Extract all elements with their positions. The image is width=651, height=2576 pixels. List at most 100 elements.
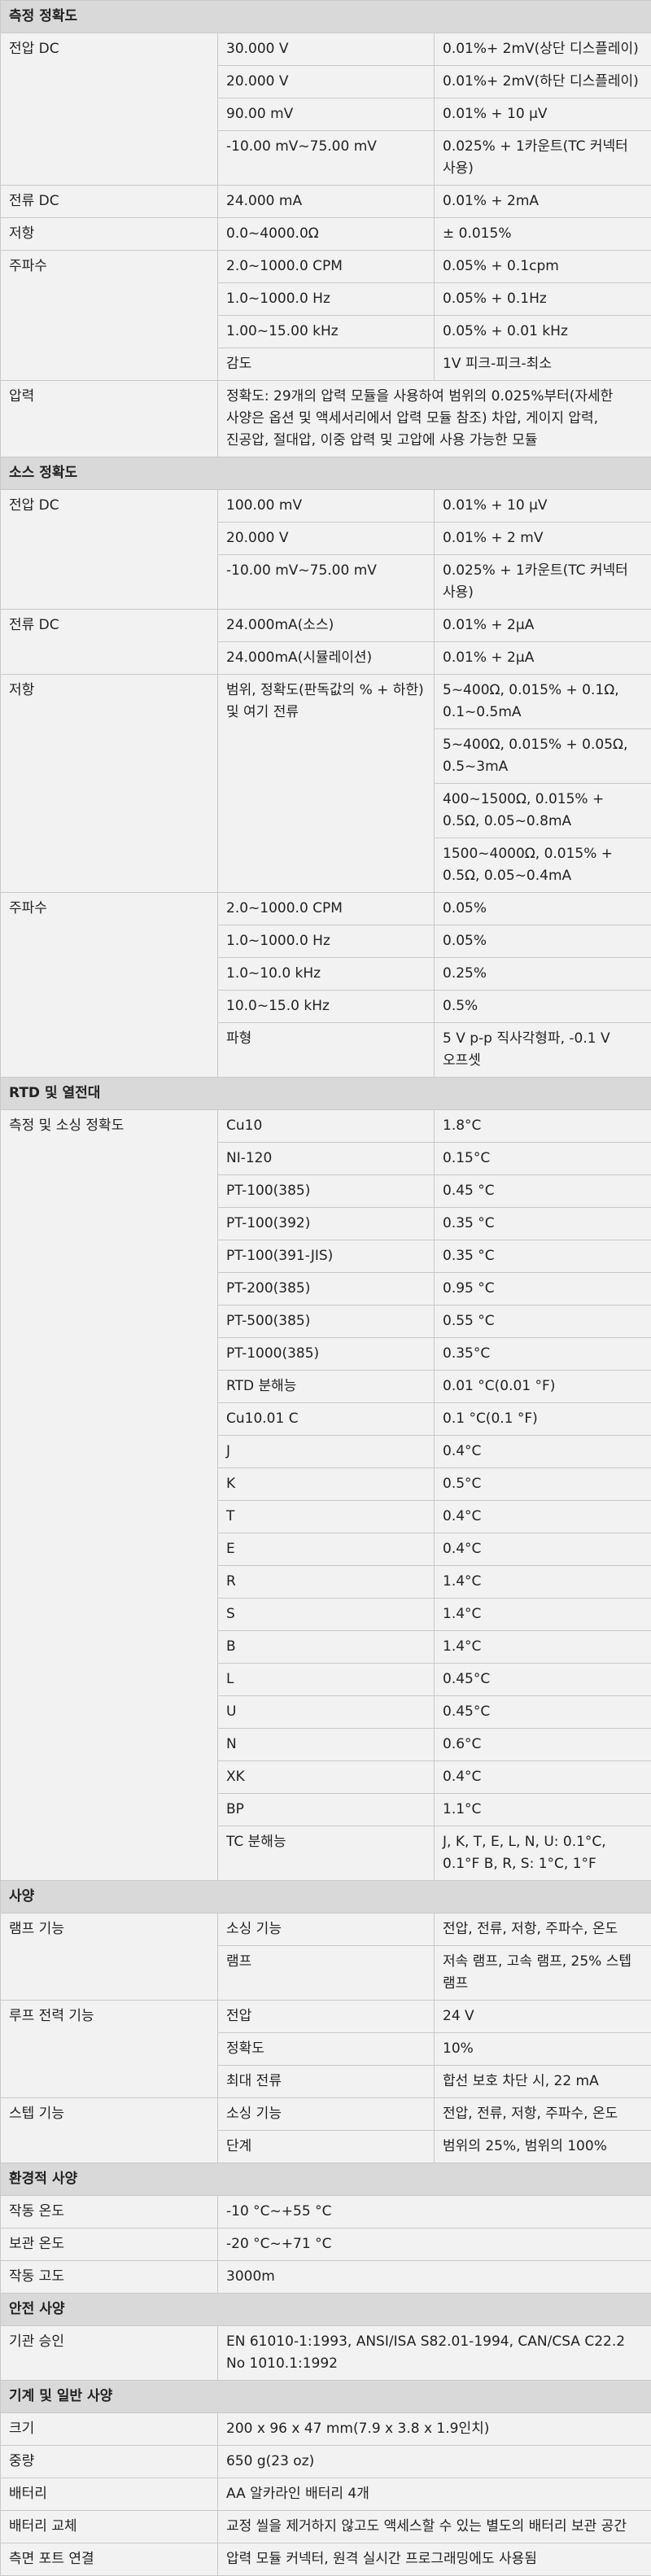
spec-range: 파형	[218, 1023, 435, 1078]
spec-range: 1.0~1000.0 Hz	[218, 283, 435, 316]
section-title: 사양	[1, 1881, 651, 1913]
spec-range: 90.00 mV	[218, 98, 435, 131]
spec-value: 5~400Ω, 0.015% + 0.05Ω, 0.5~3mA	[435, 729, 651, 784]
spec-value: -10 °C~+55 °C	[218, 2196, 651, 2228]
spec-value: 0.01% + 2 mV	[435, 523, 651, 555]
section-title: 안전 사양	[1, 2294, 651, 2326]
spec-label: 저항	[1, 218, 218, 251]
spec-value: 0.45°C	[435, 1696, 651, 1729]
spec-value: 650 g(23 oz)	[218, 2446, 651, 2478]
spec-range: 0.0~4000.0Ω	[218, 218, 435, 251]
spec-range: 범위, 정확도(판독값의 % + 하한) 및 여기 전류	[218, 675, 435, 893]
spec-description: 정확도: 29개의 압력 모듈을 사용하여 범위의 0.025%부터(자세한 사…	[218, 381, 651, 457]
spec-range: 소싱 기능	[218, 2098, 435, 2131]
spec-value: 400~1500Ω, 0.015% + 0.5Ω, 0.05~0.8mA	[435, 784, 651, 838]
spec-range: S	[218, 1599, 435, 1631]
spec-value: 0.01% + 10 μV	[435, 98, 651, 131]
spec-value: 0.01%+ 2mV(상단 디스플레이)	[435, 33, 651, 66]
spec-value: J, K, T, E, L, N, U: 0.1°C, 0.1°F B, R, …	[435, 1826, 651, 1881]
spec-value: 0.01% + 2mA	[435, 186, 651, 218]
spec-range: B	[218, 1631, 435, 1664]
spec-value: 0.01% + 10 μV	[435, 490, 651, 523]
spec-label: 측정 및 소싱 정확도	[1, 1110, 218, 1881]
spec-range: NI-120	[218, 1143, 435, 1175]
spec-label: 작동 온도	[1, 2196, 218, 2228]
spec-value: 0.05% + 0.1Hz	[435, 283, 651, 316]
spec-value: 0.95 °C	[435, 1273, 651, 1305]
spec-range: 24.000mA(소스)	[218, 610, 435, 642]
spec-range: -10.00 mV~75.00 mV	[218, 555, 435, 610]
spec-range: 전압	[218, 2001, 435, 2033]
spec-value: 0.05% + 0.1cpm	[435, 251, 651, 283]
spec-value: 24 V	[435, 2001, 651, 2033]
spec-range: 단계	[218, 2131, 435, 2163]
spec-value: 0.025% + 1카운트(TC 커넥터 사용)	[435, 131, 651, 186]
spec-value: ± 0.015%	[435, 218, 651, 251]
spec-value: 1V 피크-피크-최소	[435, 348, 651, 381]
spec-range: E	[218, 1533, 435, 1566]
spec-range: L	[218, 1664, 435, 1696]
section-title: 측정 정확도	[1, 1, 651, 33]
spec-label: 보관 온도	[1, 2228, 218, 2261]
spec-range: 30.000 V	[218, 33, 435, 66]
spec-range: PT-100(391-JIS)	[218, 1240, 435, 1273]
spec-range: N	[218, 1729, 435, 1761]
spec-range: Cu10.01 C	[218, 1403, 435, 1436]
spec-range: PT-100(392)	[218, 1208, 435, 1240]
spec-value: 5 V p-p 직사각형파, -0.1 V 오프셋	[435, 1023, 651, 1078]
spec-value: 전압, 전류, 저항, 주파수, 온도	[435, 2098, 651, 2131]
spec-range: PT-1000(385)	[218, 1338, 435, 1371]
spec-value: 압력 모듈 커넥터, 원격 실시간 프로그래밍에도 사용됨	[218, 2543, 651, 2576]
section-title: 소스 정확도	[1, 457, 651, 490]
spec-value: 0.05%	[435, 893, 651, 925]
spec-value: EN 61010-1:1993, ANSI/ISA S82.01-1994, C…	[218, 2326, 651, 2381]
spec-range: 24.000mA(시뮬레이션)	[218, 642, 435, 675]
spec-range: 20.000 V	[218, 523, 435, 555]
spec-range: 10.0~15.0 kHz	[218, 991, 435, 1023]
section-title: 환경적 사양	[1, 2163, 651, 2196]
section-header-row: RTD 및 열전대	[1, 1078, 651, 1110]
spec-value: 0.4°C	[435, 1761, 651, 1794]
spec-value: 10%	[435, 2033, 651, 2066]
spec-range: RTD 분해능	[218, 1371, 435, 1403]
section-header-row: 측정 정확도	[1, 1, 651, 33]
spec-range: 1.00~15.00 kHz	[218, 316, 435, 348]
spec-range: PT-100(385)	[218, 1175, 435, 1208]
spec-value: 0.35°C	[435, 1338, 651, 1371]
spec-value: 1.4°C	[435, 1631, 651, 1664]
spec-label: 전압 DC	[1, 33, 218, 186]
spec-label: 배터리 교체	[1, 2511, 218, 2543]
spec-range: Cu10	[218, 1110, 435, 1143]
spec-value: 0.01% + 2μA	[435, 610, 651, 642]
spec-value: 범위의 25%, 범위의 100%	[435, 2131, 651, 2163]
spec-range: 20.000 V	[218, 66, 435, 98]
section-header-row: 환경적 사양	[1, 2163, 651, 2196]
section-header-row: 안전 사양	[1, 2294, 651, 2326]
spec-label: 전류 DC	[1, 610, 218, 675]
spec-value: 0.4°C	[435, 1501, 651, 1533]
spec-value: 0.05%	[435, 925, 651, 958]
spec-label: 배터리	[1, 2478, 218, 2511]
spec-row: 보관 온도-20 °C~+71 °C	[1, 2228, 651, 2261]
spec-value: 0.05% + 0.01 kHz	[435, 316, 651, 348]
spec-value: 0.01 °C(0.01 °F)	[435, 1371, 651, 1403]
spec-value: 0.5%	[435, 991, 651, 1023]
spec-label: 전류 DC	[1, 186, 218, 218]
spec-value: 1.4°C	[435, 1599, 651, 1631]
spec-range: 24.000 mA	[218, 186, 435, 218]
spec-range: PT-200(385)	[218, 1273, 435, 1305]
spec-value: 0.4°C	[435, 1533, 651, 1566]
spec-range: -10.00 mV~75.00 mV	[218, 131, 435, 186]
spec-label: 루프 전력 기능	[1, 2001, 218, 2098]
